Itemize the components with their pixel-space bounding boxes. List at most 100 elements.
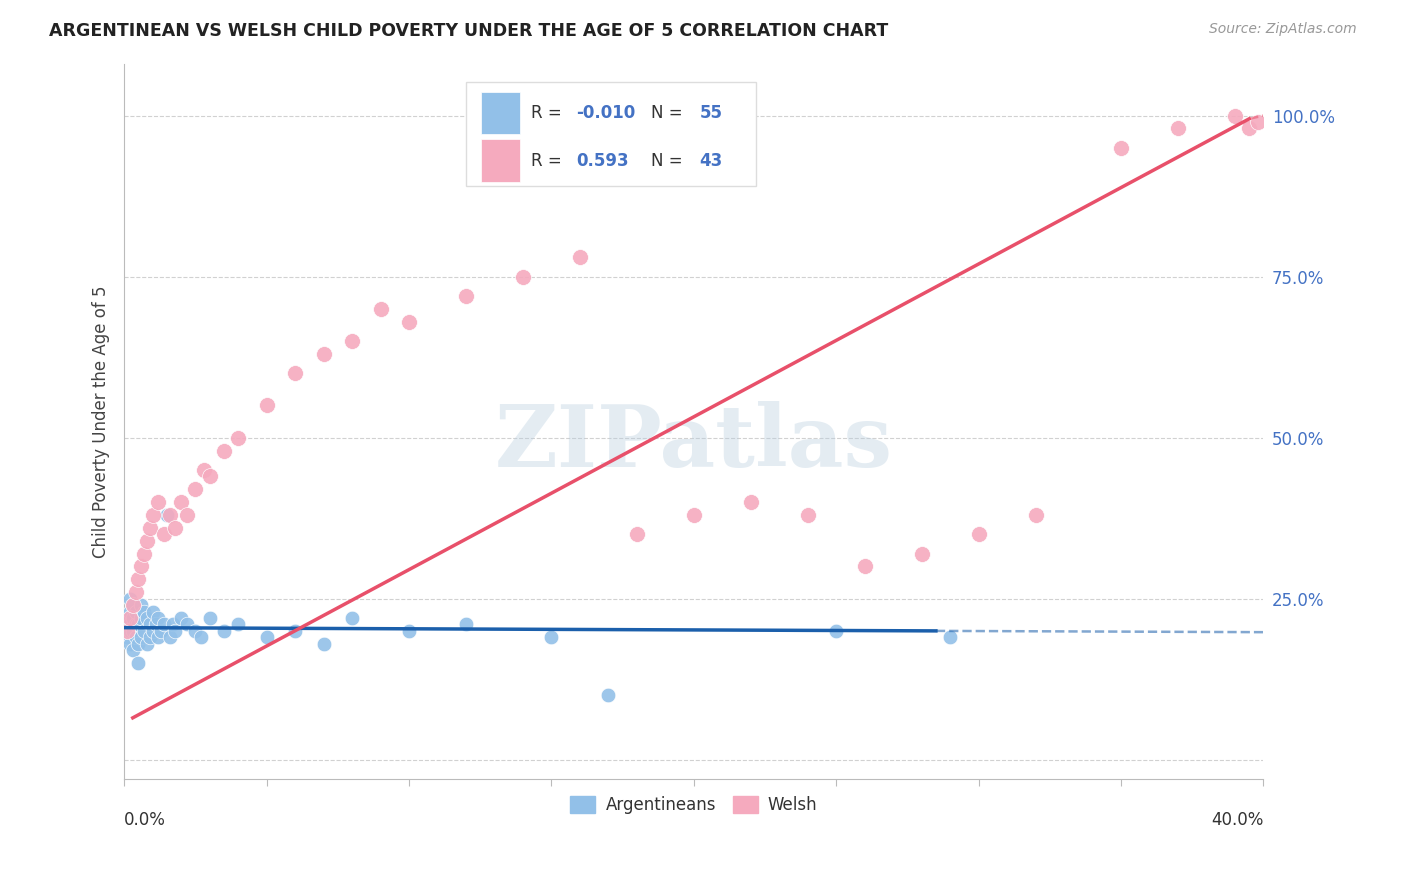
FancyBboxPatch shape [481, 139, 520, 182]
Point [184, 624, 207, 638]
Point [134, 605, 156, 619]
Text: 0.0%: 0.0% [124, 811, 166, 830]
Point [134, 624, 156, 638]
Point [136, 611, 159, 625]
Point [136, 637, 159, 651]
Point [118, 605, 141, 619]
Point [198, 611, 221, 625]
Point [153, 617, 176, 632]
Point [115, 624, 138, 638]
Point [121, 598, 143, 612]
Point [226, 431, 249, 445]
Point [165, 624, 187, 638]
Point [115, 624, 138, 638]
Point [198, 469, 221, 483]
Point [256, 630, 278, 644]
Y-axis label: Child Poverty Under the Age of 5: Child Poverty Under the Age of 5 [93, 285, 110, 558]
Point [1247, 115, 1270, 129]
Point [454, 289, 477, 303]
Text: ARGENTINEAN VS WELSH CHILD POVERTY UNDER THE AGE OF 5 CORRELATION CHART: ARGENTINEAN VS WELSH CHILD POVERTY UNDER… [49, 22, 889, 40]
Point [967, 527, 990, 541]
Point [118, 624, 141, 638]
Point [136, 533, 159, 548]
Point [184, 482, 207, 496]
Point [156, 508, 179, 522]
Point [150, 624, 173, 638]
Point [127, 656, 149, 670]
Point [1025, 508, 1047, 522]
Point [340, 334, 363, 348]
Point [1109, 141, 1132, 155]
Point [131, 559, 153, 574]
Point [121, 643, 143, 657]
Point [939, 630, 962, 644]
Point [370, 301, 392, 316]
Point [212, 624, 235, 638]
Text: 40.0%: 40.0% [1211, 811, 1264, 830]
Text: 43: 43 [700, 152, 723, 169]
Point [139, 521, 162, 535]
Text: N =: N = [651, 152, 688, 169]
Point [226, 617, 249, 632]
Text: R =: R = [531, 103, 567, 121]
Point [145, 617, 167, 632]
Point [134, 547, 156, 561]
Point [124, 605, 146, 619]
Point [148, 630, 170, 644]
Point [142, 605, 165, 619]
Point [454, 617, 477, 632]
FancyBboxPatch shape [465, 82, 756, 186]
Point [131, 598, 153, 612]
Point [190, 630, 212, 644]
Point [124, 630, 146, 644]
Point [398, 315, 420, 329]
Point [176, 508, 198, 522]
Point [165, 521, 187, 535]
Point [118, 617, 141, 632]
Point [124, 617, 146, 632]
Text: N =: N = [651, 103, 688, 121]
Point [118, 637, 141, 651]
Point [115, 630, 138, 644]
Point [256, 399, 278, 413]
Point [162, 617, 184, 632]
Point [131, 611, 153, 625]
Point [121, 611, 143, 625]
Point [118, 591, 141, 606]
Point [139, 617, 162, 632]
Point [127, 573, 149, 587]
Text: ZIPatlas: ZIPatlas [495, 401, 893, 485]
Point [127, 617, 149, 632]
Point [911, 547, 934, 561]
Point [626, 527, 648, 541]
Point [176, 617, 198, 632]
Point [148, 495, 170, 509]
FancyBboxPatch shape [481, 92, 520, 134]
Point [131, 630, 153, 644]
Point [170, 611, 193, 625]
Point [153, 527, 176, 541]
Point [159, 508, 181, 522]
Point [121, 598, 143, 612]
Point [398, 624, 420, 638]
Point [212, 443, 235, 458]
Point [853, 559, 876, 574]
Point [312, 637, 335, 651]
Point [796, 508, 818, 522]
Text: -0.010: -0.010 [576, 103, 636, 121]
Point [825, 624, 848, 638]
Point [284, 366, 307, 380]
Point [142, 508, 165, 522]
Point [124, 585, 146, 599]
Text: 55: 55 [700, 103, 723, 121]
Point [340, 611, 363, 625]
Point [512, 269, 534, 284]
Point [170, 495, 193, 509]
Point [682, 508, 704, 522]
Point [1223, 109, 1246, 123]
Point [159, 630, 181, 644]
Point [312, 347, 335, 361]
Point [598, 688, 620, 702]
Point [284, 624, 307, 638]
Point [115, 611, 138, 625]
